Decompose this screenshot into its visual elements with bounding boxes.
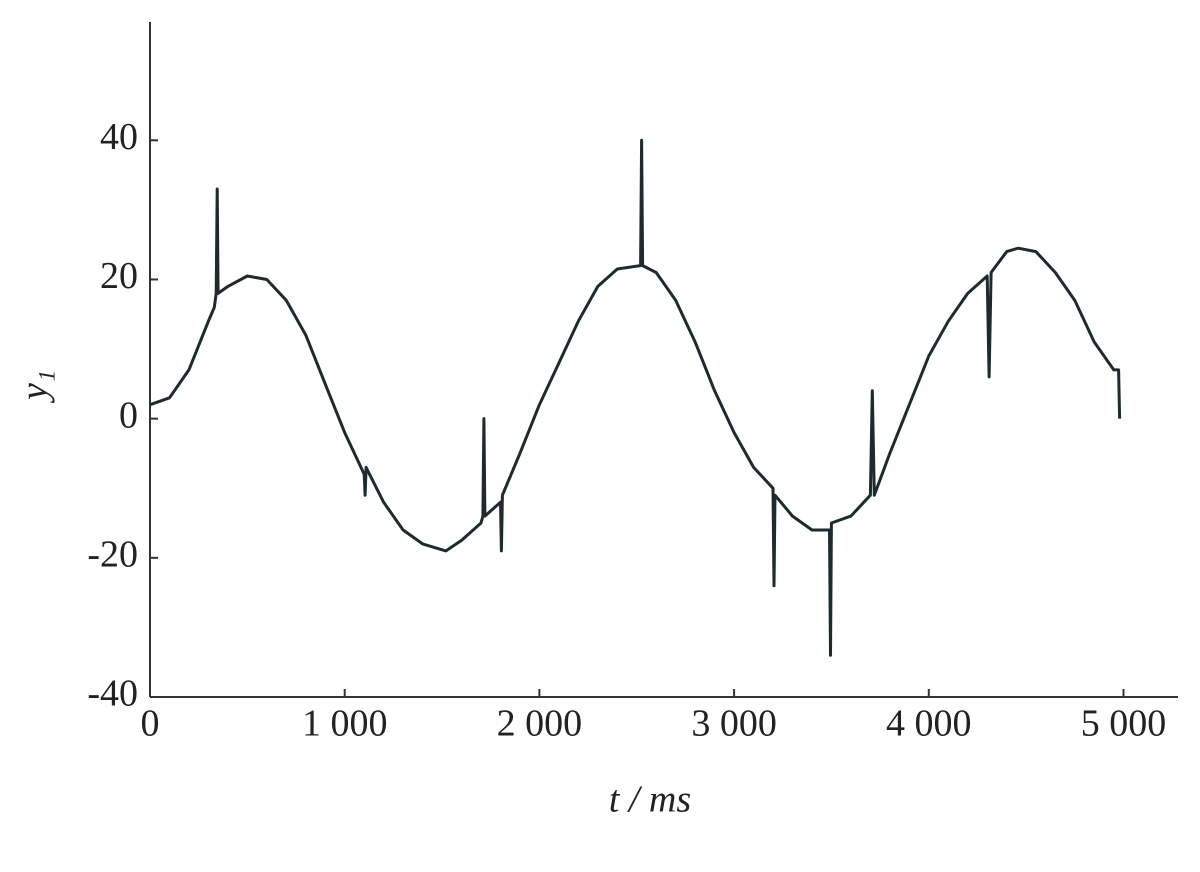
x-tick-label: 4 000	[886, 703, 972, 745]
x-tick-label: 2 000	[497, 703, 583, 745]
y-tick-label: -40	[87, 673, 138, 715]
y-tick-label: 0	[119, 394, 138, 436]
x-tick-label: 1 000	[302, 703, 388, 745]
x-axis-label: t / ms	[609, 779, 691, 821]
y-tick-label: 40	[100, 116, 138, 158]
data-line	[149, 138, 1122, 657]
y-tick-label: 20	[100, 255, 138, 297]
x-tick-label: 0	[141, 703, 160, 745]
x-tick-label: 3 000	[691, 703, 777, 745]
y-tick-label: -20	[87, 534, 138, 576]
x-tick-label: 5 000	[1081, 703, 1167, 745]
y-axis-label: y₁	[14, 370, 56, 404]
